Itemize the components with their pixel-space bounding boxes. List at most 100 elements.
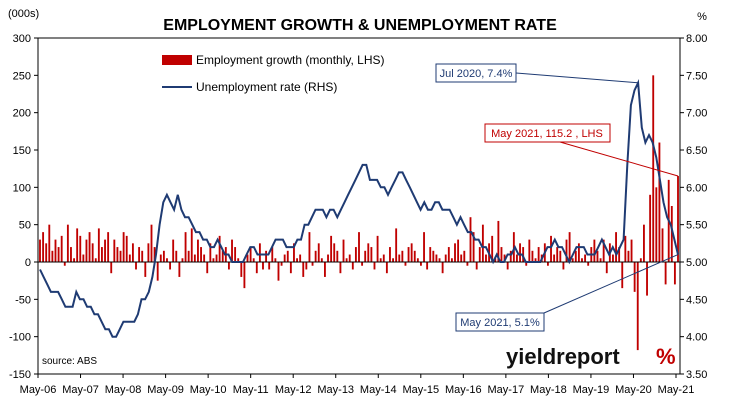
employment-bar xyxy=(624,235,627,262)
employment-bar xyxy=(252,258,255,262)
employment-bar xyxy=(410,243,413,262)
employment-bar xyxy=(237,258,240,262)
employment-bar xyxy=(605,262,608,274)
annotation-may2021-rhs: May 2021, 5.1% xyxy=(460,317,540,329)
employment-bar xyxy=(571,258,574,262)
employment-bar xyxy=(407,247,410,262)
employment-bar xyxy=(447,247,450,262)
x-tick-label: May-17 xyxy=(488,384,525,396)
employment-bar xyxy=(240,262,243,277)
employment-bar xyxy=(466,262,469,266)
employment-bar xyxy=(506,262,509,270)
employment-bar xyxy=(190,228,193,262)
employment-bar xyxy=(420,262,422,266)
annotation-leader-may2021-lhs xyxy=(559,141,679,177)
employment-bar xyxy=(135,262,137,270)
y-left-tick-label: 200 xyxy=(13,108,31,120)
employment-bar xyxy=(45,243,48,262)
employment-bar xyxy=(379,258,382,262)
annotation-leader-may2021-rhs xyxy=(543,254,679,314)
employment-bar xyxy=(181,258,184,262)
y-left-tick-label: -50 xyxy=(15,294,31,306)
employment-bar xyxy=(153,247,156,262)
employment-bar xyxy=(305,262,308,270)
employment-bar xyxy=(336,250,339,262)
employment-bar xyxy=(197,239,199,262)
employment-bar xyxy=(221,250,224,262)
y-right-tick-label: 5.00 xyxy=(686,257,707,269)
x-tick-label: May-09 xyxy=(147,384,184,396)
source-note: source: ABS xyxy=(42,356,97,367)
employment-bar xyxy=(289,262,292,274)
employment-bar xyxy=(330,235,333,262)
x-tick-label: May-15 xyxy=(402,384,439,396)
employment-bar xyxy=(262,262,264,270)
plot-area-frame xyxy=(37,37,681,375)
employment-bar xyxy=(673,262,676,285)
employment-bar xyxy=(48,224,51,262)
x-tick-label: May-16 xyxy=(445,384,482,396)
employment-bar xyxy=(655,187,658,262)
employment-bar xyxy=(296,258,298,262)
x-axis: May-06 May-07 May-08 May-09 May-10 May-11 May-… xyxy=(20,374,694,396)
employment-bar xyxy=(119,250,122,262)
employment-bar xyxy=(516,254,518,262)
employment-bar xyxy=(141,250,144,262)
employment-bar xyxy=(553,254,556,262)
employment-bar xyxy=(286,250,289,262)
employment-bar xyxy=(97,228,100,262)
legend-swatch-employment xyxy=(162,55,192,65)
x-tick-label: May-11 xyxy=(233,384,269,396)
employment-bars xyxy=(39,75,679,351)
employment-bar xyxy=(268,262,271,270)
employment-bar xyxy=(42,232,45,262)
employment-bar xyxy=(413,250,416,262)
employment-bar xyxy=(574,250,577,262)
employment-bar xyxy=(404,262,407,266)
employment-bar xyxy=(599,258,602,262)
employment-bar xyxy=(370,247,373,262)
y-left-tick-label: -100 xyxy=(9,332,31,344)
employment-bar xyxy=(423,232,425,262)
chart-title: EMPLOYMENT GROWTH & UNEMPLOYMENT RATE xyxy=(163,17,557,34)
y-right-tick-label: 5.50 xyxy=(686,220,707,232)
employment-bar xyxy=(231,239,233,262)
y-right-tick-label: 7.00 xyxy=(686,108,707,120)
employment-bar xyxy=(385,262,388,274)
employment-bar xyxy=(76,228,79,262)
employment-bar xyxy=(401,250,404,262)
employment-bar xyxy=(568,232,571,262)
employment-bar xyxy=(125,235,128,262)
x-tick-label: May-07 xyxy=(62,384,99,396)
y-left-tick-label: 0 xyxy=(25,257,31,269)
employment-bar xyxy=(649,194,652,262)
employment-bar xyxy=(646,262,648,296)
employment-bar xyxy=(463,250,466,262)
employment-bar xyxy=(314,250,317,262)
employment-bar xyxy=(258,243,261,262)
employment-bar xyxy=(639,258,642,262)
annotation-box-may2021-rhs xyxy=(455,312,545,332)
employment-bar xyxy=(218,235,221,262)
employment-bar xyxy=(593,239,596,262)
employment-bar xyxy=(450,258,453,262)
employment-bar xyxy=(212,258,215,262)
employment-bar xyxy=(444,254,447,262)
employment-bar xyxy=(460,254,463,262)
employment-bar xyxy=(618,247,621,262)
employment-bar xyxy=(373,262,376,270)
employment-bar xyxy=(500,247,503,262)
employment-bar xyxy=(429,247,432,262)
x-tick-label: May-20 xyxy=(615,384,652,396)
y-left-tick-label: 50 xyxy=(19,220,31,232)
employment-bar xyxy=(358,232,360,262)
x-tick-label: May-08 xyxy=(105,384,142,396)
employment-bar xyxy=(302,262,305,277)
employment-bar xyxy=(255,262,258,274)
y-right-tick-label: 6.50 xyxy=(686,145,707,157)
employment-bar xyxy=(438,258,441,262)
employment-bar xyxy=(311,262,314,266)
employment-bar xyxy=(271,247,274,262)
employment-bar xyxy=(166,258,168,262)
employment-bar xyxy=(73,258,75,262)
